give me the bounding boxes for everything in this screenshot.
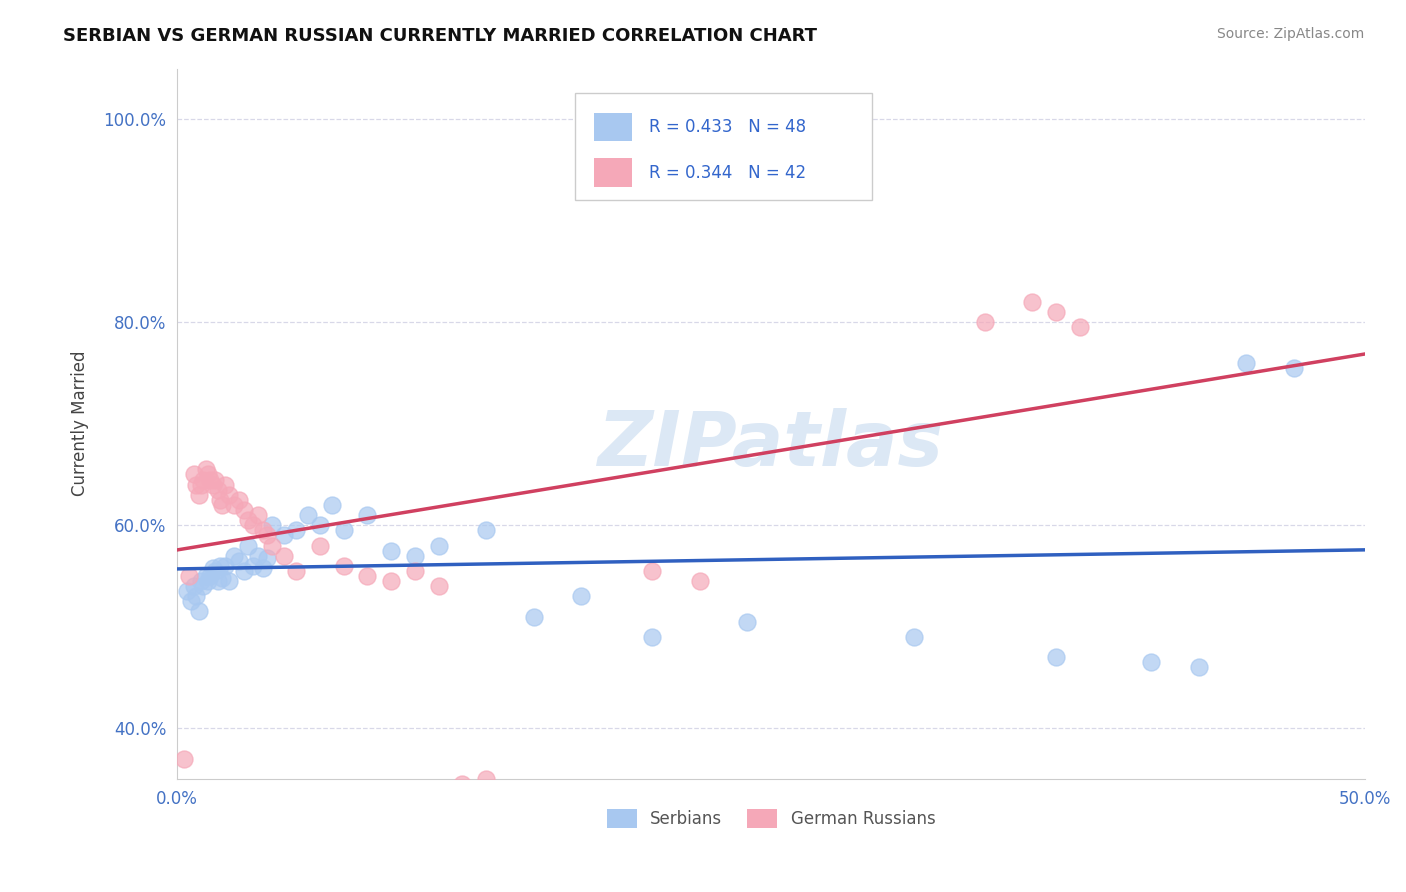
Point [242, 558, 264, 573]
Point [207, 574, 229, 588]
Point [218, 488, 240, 502]
Text: ZIPatlas: ZIPatlas [598, 408, 943, 482]
Point [285, 564, 308, 578]
Point [641, 630, 664, 644]
Point [204, 473, 226, 487]
Point [252, 523, 274, 537]
Point [197, 467, 219, 482]
Point [1069, 320, 1091, 334]
Point [197, 574, 219, 588]
Point [179, 569, 201, 583]
Point [193, 473, 215, 487]
FancyBboxPatch shape [595, 112, 633, 142]
Point [1045, 650, 1067, 665]
Point [689, 574, 711, 588]
Point [1021, 294, 1043, 309]
Point [190, 477, 212, 491]
Point [194, 462, 217, 476]
Point [1282, 360, 1305, 375]
Point [224, 498, 246, 512]
Point [214, 477, 236, 491]
Text: SERBIAN VS GERMAN RUSSIAN CURRENTLY MARRIED CORRELATION CHART: SERBIAN VS GERMAN RUSSIAN CURRENTLY MARR… [63, 27, 817, 45]
Text: R = 0.433   N = 48: R = 0.433 N = 48 [648, 118, 806, 136]
Point [200, 473, 222, 487]
Point [380, 543, 402, 558]
Point [224, 549, 246, 563]
Point [211, 571, 233, 585]
Point [297, 508, 319, 522]
Point [232, 564, 254, 578]
Point [187, 488, 209, 502]
Point [332, 523, 354, 537]
FancyBboxPatch shape [595, 159, 633, 187]
Point [973, 315, 995, 329]
Point [1187, 660, 1209, 674]
Point [1234, 356, 1257, 370]
Point [1140, 655, 1163, 669]
Point [256, 550, 278, 565]
Point [214, 558, 236, 573]
Point [262, 518, 284, 533]
Legend: Serbians, German Russians: Serbians, German Russians [600, 802, 942, 835]
Point [451, 777, 474, 791]
Point [332, 558, 354, 573]
Point [427, 579, 450, 593]
Point [256, 528, 278, 542]
Text: R = 0.344   N = 42: R = 0.344 N = 42 [648, 164, 806, 182]
Point [273, 528, 295, 542]
Point [186, 477, 208, 491]
Point [242, 518, 264, 533]
Point [183, 579, 205, 593]
Point [180, 594, 202, 608]
Point [201, 477, 224, 491]
Point [356, 569, 378, 583]
Y-axis label: Currently Married: Currently Married [72, 351, 89, 497]
Point [308, 539, 330, 553]
FancyBboxPatch shape [575, 94, 872, 200]
Point [522, 609, 544, 624]
Point [228, 492, 250, 507]
Point [176, 584, 198, 599]
Point [201, 561, 224, 575]
Point [194, 569, 217, 583]
Point [193, 579, 215, 593]
Text: Source: ZipAtlas.com: Source: ZipAtlas.com [1216, 27, 1364, 41]
Point [208, 492, 231, 507]
Point [246, 549, 269, 563]
Point [735, 615, 758, 629]
Point [308, 518, 330, 533]
Point [187, 605, 209, 619]
Point [207, 483, 229, 497]
Point [228, 554, 250, 568]
Point [1045, 305, 1067, 319]
Point [238, 539, 260, 553]
Point [262, 539, 284, 553]
Point [204, 564, 226, 578]
Point [404, 549, 426, 563]
Point [569, 589, 592, 603]
Point [218, 574, 240, 588]
Point [238, 513, 260, 527]
Point [404, 564, 426, 578]
Point [173, 751, 195, 765]
Point [285, 523, 308, 537]
Point [641, 564, 664, 578]
Point [475, 523, 498, 537]
Point [246, 508, 269, 522]
Point [232, 503, 254, 517]
Point [208, 558, 231, 573]
Point [903, 630, 925, 644]
Point [190, 574, 212, 588]
Point [475, 772, 498, 786]
Point [183, 467, 205, 482]
Point [200, 569, 222, 583]
Point [273, 549, 295, 563]
Point [211, 498, 233, 512]
Point [356, 508, 378, 522]
Point [380, 574, 402, 588]
Point [186, 589, 208, 603]
Point [427, 539, 450, 553]
Point [252, 561, 274, 575]
Point [321, 498, 343, 512]
